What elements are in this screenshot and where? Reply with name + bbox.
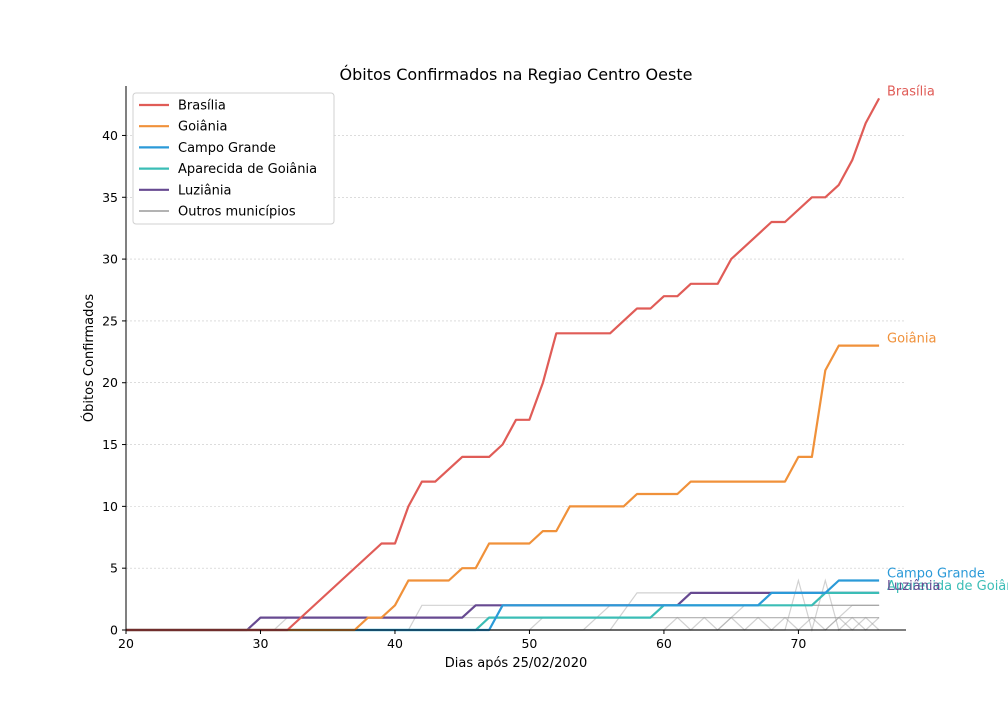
other-municipality-line [126, 578, 880, 633]
series-line [126, 579, 880, 632]
legend-entry: Campo Grande [178, 141, 276, 156]
series-end-label: Luziânia [887, 579, 940, 594]
y-axis-label: Óbitos Confirmados [81, 294, 97, 422]
legend-entry: Aparecida de Goiânia [178, 162, 317, 177]
y-tick-label: 5 [110, 561, 118, 576]
y-tick-label: 20 [102, 375, 118, 390]
series-line [126, 344, 880, 632]
legend-entry: Goiânia [178, 120, 227, 135]
y-tick-label: 0 [110, 623, 118, 638]
x-tick-label: 60 [656, 636, 672, 651]
y-tick-label: 25 [102, 313, 118, 328]
y-tick-label: 30 [102, 252, 118, 267]
y-tick-label: 40 [102, 128, 118, 143]
y-tick-label: 10 [102, 499, 118, 514]
series-end-label: Aparecida de Goiânia [887, 579, 1008, 594]
other-municipality-line [126, 616, 880, 631]
x-tick-label: 20 [118, 636, 134, 651]
series-end-label: Campo Grande [887, 567, 985, 582]
chart-title: Óbitos Confirmados na Regiao Centro Oest… [340, 65, 693, 84]
series-line [126, 591, 880, 632]
series-line [126, 97, 881, 632]
series-end-label: Goiânia [887, 332, 936, 347]
x-tick-label: 30 [253, 636, 269, 651]
x-tick-label: 70 [790, 636, 806, 651]
series-end-label: Brasília [887, 84, 935, 99]
x-axis-label: Dias após 25/02/2020 [445, 656, 588, 671]
legend-frame [132, 92, 335, 225]
other-municipality-line [126, 616, 880, 631]
legend-entry: Brasília [178, 99, 226, 114]
legend-entry: Luziânia [178, 183, 231, 198]
x-tick-label: 50 [521, 636, 537, 651]
y-tick-label: 35 [102, 190, 118, 205]
legend: Brasília Goiânia Campo Grande Aparecida de … [132, 92, 335, 225]
y-tick-label: 15 [102, 437, 118, 452]
ticks: 20 30 40 50 60 70 0 5 10 15 20 25 30 35 40 [102, 128, 806, 651]
legend-entry: Outros municípios [178, 205, 296, 220]
axes [125, 86, 906, 631]
series-line [126, 591, 880, 632]
x-tick-label: 40 [387, 636, 403, 651]
other-municipality-line [126, 616, 880, 631]
